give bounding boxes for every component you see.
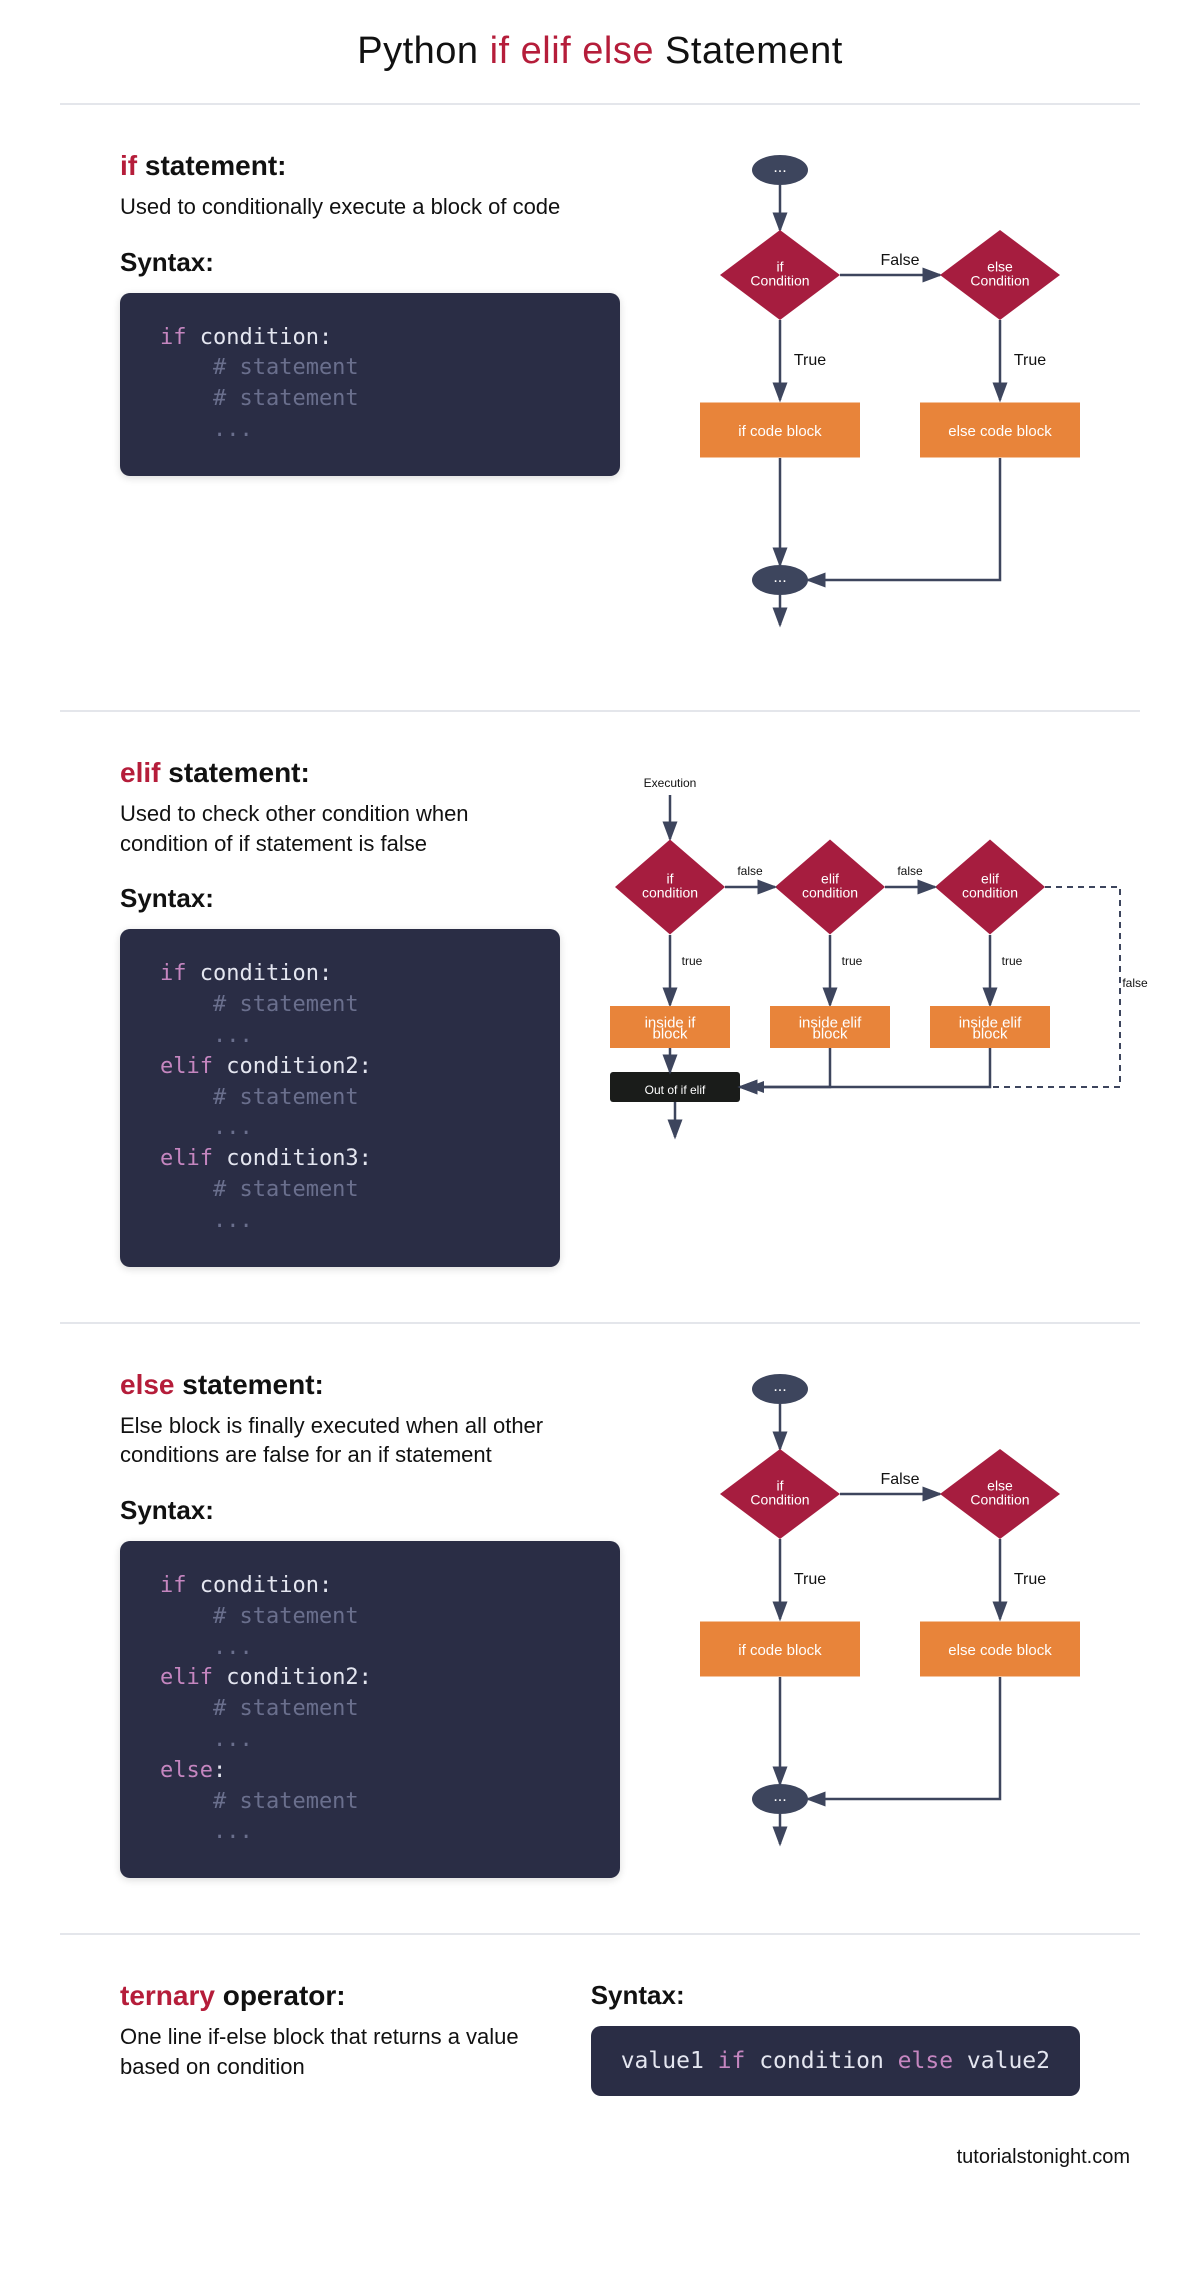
title-prefix: Python xyxy=(357,30,489,72)
section-elif: elif statement: Used to check other cond… xyxy=(0,737,1200,1297)
section-else: else statement: Else block is finally ex… xyxy=(0,1349,1200,1909)
svg-text:Condition: Condition xyxy=(750,273,809,289)
svg-text:True: True xyxy=(1014,1571,1046,1588)
elif-codebox: if condition: # statement ... elif condi… xyxy=(120,929,560,1266)
divider xyxy=(60,710,1140,712)
if-heading-rest: statement: xyxy=(137,150,286,181)
ternary-syntax-label: Syntax: xyxy=(591,1980,1080,2011)
else-flowchart: ...ifConditionFalseelseConditionTrueTrue… xyxy=(660,1369,1120,1869)
svg-text:Execution: Execution xyxy=(644,776,697,790)
if-desc: Used to conditionally execute a block of… xyxy=(120,192,620,222)
ternary-codebox: value1 if condition else value2 xyxy=(591,2026,1080,2096)
elif-flowchart: Executionifconditionelifconditionelifcon… xyxy=(600,757,1180,1177)
svg-text:False: False xyxy=(880,252,919,269)
svg-text:if code block: if code block xyxy=(738,1642,822,1659)
svg-text:true: true xyxy=(682,954,703,968)
if-flowchart: ...ifConditionFalseelseConditionTrueTrue… xyxy=(660,150,1120,650)
else-heading-kw: else xyxy=(120,1369,175,1400)
ternary-v2: value2 xyxy=(953,2048,1050,2074)
ternary-else: else xyxy=(898,2048,953,2074)
svg-text:Condition: Condition xyxy=(970,1491,1029,1507)
svg-text:condition: condition xyxy=(962,885,1018,901)
svg-text:if code block: if code block xyxy=(738,423,822,440)
svg-text:True: True xyxy=(794,352,826,369)
svg-text:Out of if elif: Out of if elif xyxy=(645,1083,706,1097)
svg-text:Condition: Condition xyxy=(970,273,1029,289)
if-codebox: if condition: # statement # statement ..… xyxy=(120,293,620,476)
if-heading-kw: if xyxy=(120,150,137,181)
svg-text:...: ... xyxy=(773,1788,786,1805)
svg-text:else code block: else code block xyxy=(948,423,1052,440)
svg-text:...: ... xyxy=(773,569,786,586)
svg-text:block: block xyxy=(812,1025,848,1042)
svg-text:block: block xyxy=(652,1025,688,1042)
svg-text:...: ... xyxy=(773,1378,786,1395)
ternary-desc: One line if-else block that returns a va… xyxy=(120,2022,531,2081)
else-codebox: if condition: # statement ... elif condi… xyxy=(120,1541,620,1878)
svg-text:true: true xyxy=(842,954,863,968)
section-ternary: ternary operator: One line if-else block… xyxy=(0,1960,1200,2116)
svg-text:false: false xyxy=(897,864,923,878)
svg-text:false: false xyxy=(1122,976,1148,990)
else-syntax-label: Syntax: xyxy=(120,1495,620,1526)
svg-text:else code block: else code block xyxy=(948,1642,1052,1659)
svg-text:condition: condition xyxy=(802,885,858,901)
else-heading-rest: statement: xyxy=(175,1369,324,1400)
section-if: if statement: Used to conditionally exec… xyxy=(0,130,1200,685)
svg-text:True: True xyxy=(794,1571,826,1588)
elif-heading: elif statement: xyxy=(120,757,560,789)
ternary-cond: condition xyxy=(745,2048,897,2074)
svg-text:True: True xyxy=(1014,352,1046,369)
ternary-heading-kw: ternary xyxy=(120,1980,215,2011)
divider xyxy=(60,1322,1140,1324)
elif-heading-rest: statement: xyxy=(160,757,309,788)
title-kw: if elif else xyxy=(490,30,654,72)
footer-attribution: tutorialstonight.com xyxy=(0,2116,1200,2169)
title-suffix: Statement xyxy=(654,30,843,72)
if-syntax-label: Syntax: xyxy=(120,247,620,278)
svg-text:condition: condition xyxy=(642,885,698,901)
page-title: Python if elif else Statement xyxy=(0,30,1200,73)
ternary-v1: value1 xyxy=(621,2048,718,2074)
svg-text:true: true xyxy=(1002,954,1023,968)
svg-text:block: block xyxy=(972,1025,1008,1042)
ternary-heading: ternary operator: xyxy=(120,1980,531,2012)
divider xyxy=(60,103,1140,105)
if-heading: if statement: xyxy=(120,150,620,182)
else-heading: else statement: xyxy=(120,1369,620,1401)
elif-heading-kw: elif xyxy=(120,757,160,788)
divider xyxy=(60,1933,1140,1935)
elif-desc: Used to check other condition when condi… xyxy=(120,799,560,858)
ternary-heading-rest: operator: xyxy=(215,1980,346,2011)
svg-text:Condition: Condition xyxy=(750,1491,809,1507)
else-desc: Else block is finally executed when all … xyxy=(120,1411,620,1470)
ternary-if: if xyxy=(718,2048,746,2074)
elif-syntax-label: Syntax: xyxy=(120,883,560,914)
svg-text:False: False xyxy=(880,1471,919,1488)
svg-text:false: false xyxy=(737,864,763,878)
svg-text:...: ... xyxy=(773,159,786,176)
